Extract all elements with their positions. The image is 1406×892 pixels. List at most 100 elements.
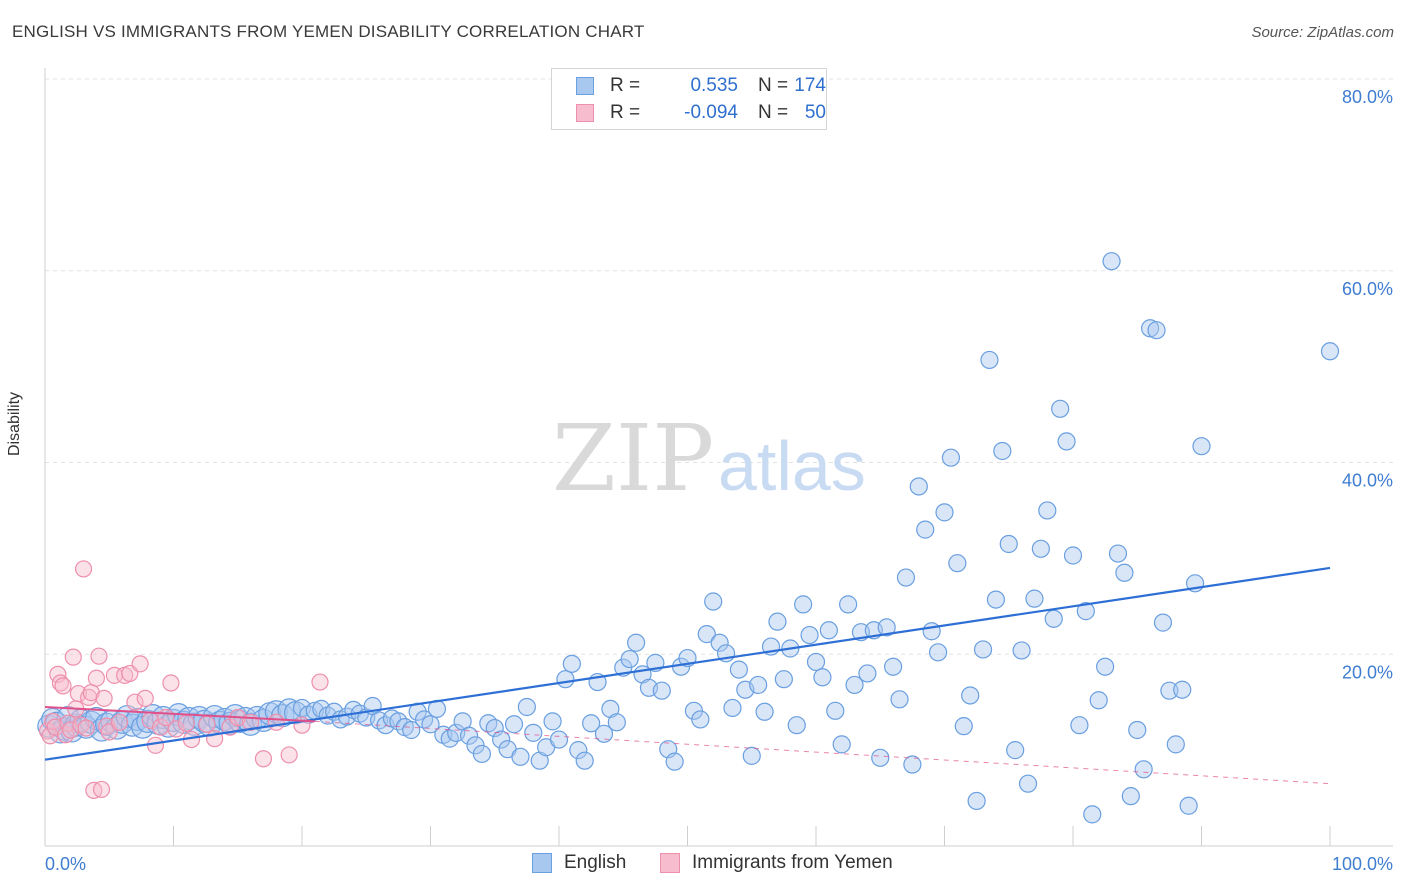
english-point [1018,774,1038,793]
grid-lines [45,78,1393,655]
english-point [697,625,716,644]
english-points [37,252,1340,824]
english-point [402,720,421,740]
english-point [543,712,562,731]
y-tick-labels: 20.0% 40.0% 60.0% 80.0% [1342,87,1393,682]
yemen-point [38,722,57,740]
english-point [569,741,588,760]
english-point [582,714,601,733]
yemen-point [51,674,70,692]
yemen-point [74,560,93,578]
english-point [961,686,980,705]
english-point [1134,760,1153,779]
x-tick-label: 0.0% [45,854,86,874]
yemen-point [69,684,88,703]
english-point [1102,252,1121,271]
yemen-point [90,647,108,665]
english-point [1089,691,1108,710]
correlation-legend: R = 0.535 N = 174 R = -0.094 N = 50 [551,68,827,130]
yemen-point [146,736,165,754]
english-point [723,698,742,718]
legend-swatch-english [532,853,552,873]
yemen-point [126,693,144,711]
english-point [1140,319,1160,338]
english-point [1057,432,1076,451]
english-point [813,668,832,687]
legend-label-yemen: Immigrants from Yemen [692,852,893,873]
english-point [768,612,787,631]
english-point [511,747,530,766]
yemen-point [254,750,273,768]
axes [44,68,1393,847]
trend-lines [44,566,1331,785]
english-point [909,477,928,496]
source-label: Source: ZipAtlas.com [1251,24,1394,41]
english-point [652,681,671,700]
y-tick-label: 40.0% [1342,471,1393,491]
english-point [935,503,954,522]
english-point [1192,437,1211,456]
english-point [524,723,543,742]
yemen-point [54,677,72,695]
english-point [755,702,774,721]
y-tick-label: 80.0% [1342,87,1393,107]
english-point [871,748,890,767]
yemen-point [267,713,285,731]
english-point [691,710,710,729]
legend-n-value: 50 [804,102,826,123]
english-point [562,654,581,673]
x-tick-labels: 0.0% 100.0% [45,854,1393,874]
english-point [1147,321,1166,340]
english-point [607,713,626,732]
yemen-point [77,719,95,737]
watermark-atlas: atlas [718,427,866,505]
legend-r-label: R = [610,75,641,96]
english-point [1153,613,1173,632]
yemen-point [136,689,154,707]
english-point [626,633,646,652]
english-point [928,643,948,662]
english-point [1128,720,1147,740]
english-point [472,744,491,764]
english-point [1006,741,1025,760]
legend-swatch-english [576,77,594,95]
english-point [941,448,961,467]
english-point [896,568,916,587]
x-tick-label: 100.0% [1332,854,1393,874]
yemen-point [131,655,149,673]
english-trend-line [44,566,1331,761]
legend-n-label: N = [758,75,789,96]
english-point [459,726,479,745]
english-point [883,657,903,676]
legend-label-english: English [564,852,627,873]
y-tick-label: 60.0% [1342,279,1393,299]
english-point [845,675,864,695]
english-point [1179,796,1198,815]
english-point [826,701,845,720]
english-point [948,554,967,573]
yemen-point [311,673,329,691]
english-point [1108,544,1128,563]
english-point [1096,657,1115,676]
english-point [999,534,1018,554]
english-point [1083,805,1102,824]
english-point [973,640,993,659]
english-point [877,618,896,637]
english-point [800,625,819,645]
english-point [1320,342,1340,361]
legend-n-value: 174 [794,75,826,96]
english-point [806,652,826,672]
legend-r-value: -0.094 [684,102,738,123]
english-point [1031,539,1050,558]
english-point [1044,609,1063,628]
english-point [1160,681,1179,700]
english-point [858,664,877,683]
english-point [890,690,909,709]
english-point [742,746,761,765]
legend-r-label: R = [610,102,641,123]
english-point [594,724,614,743]
english-point [704,592,723,611]
english-point [1063,546,1083,565]
english-point [967,791,986,811]
